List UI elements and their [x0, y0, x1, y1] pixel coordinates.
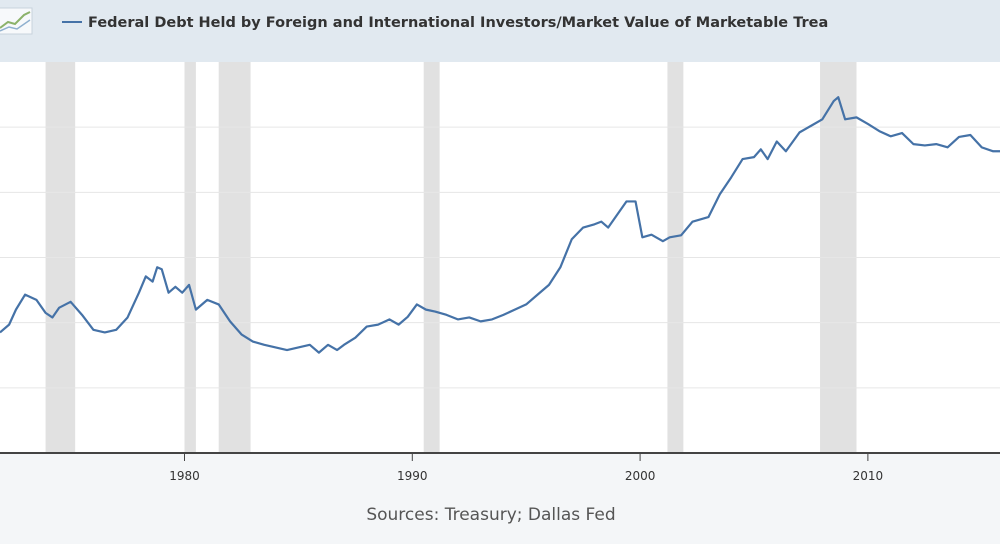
legend-icon [0, 7, 33, 35]
x-tick-label: 1980 [169, 469, 200, 483]
x-tick-label: 2000 [625, 469, 656, 483]
x-tick-label: 2010 [853, 469, 884, 483]
series-line [0, 96, 1000, 354]
source-note: Sources: Treasury; Dallas Fed [366, 505, 615, 525]
x-tick-label: 1990 [397, 469, 428, 483]
footer-band [0, 453, 1000, 544]
legend-label: Federal Debt Held by Foreign and Interna… [88, 15, 828, 31]
legend-band [0, 0, 1000, 62]
plot-area: 1980 1990 2000 2010 [0, 62, 1000, 483]
